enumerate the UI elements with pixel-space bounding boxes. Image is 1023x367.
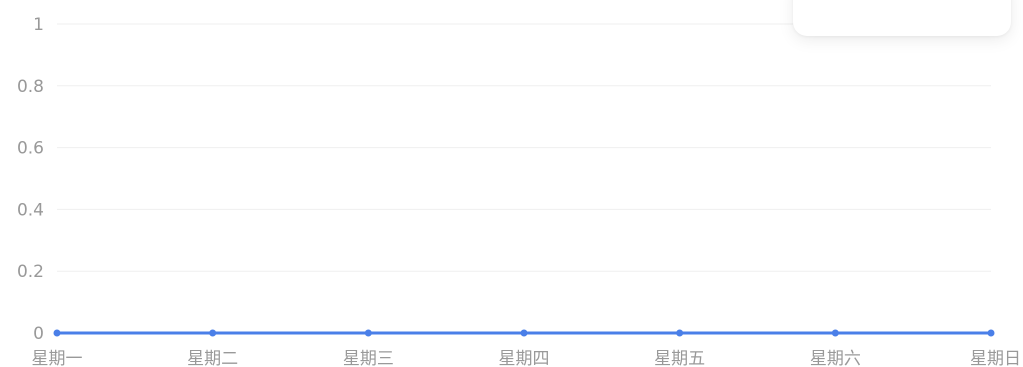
data-point[interactable] [520,329,528,337]
y-tick-label: 0 [33,324,44,344]
data-point[interactable] [209,329,217,337]
y-tick-label: 0.8 [17,77,44,97]
tooltip-card [793,0,1011,36]
y-tick-label: 0.4 [17,200,44,220]
y-tick-label: 0.2 [17,262,44,282]
series-layer [53,329,995,337]
x-tick-label: 星期一 [32,349,83,367]
grid-lines [57,23,991,272]
data-point[interactable] [831,329,839,337]
y-axis-ticks: 0 0.2 0.4 0.6 0.8 1 [17,15,44,344]
y-tick-label: 1 [33,15,44,35]
data-point[interactable] [364,329,372,337]
x-tick-label: 星期五 [654,349,705,367]
data-point[interactable] [53,329,61,337]
x-tick-label: 星期日 [970,349,1021,367]
x-axis-ticks: 星期一 星期二 星期三 星期四 星期五 星期六 星期日 [32,349,1022,367]
x-tick-label: 星期三 [343,349,394,367]
data-point[interactable] [676,329,684,337]
y-tick-label: 0.6 [17,139,44,159]
data-point[interactable] [987,329,995,337]
x-tick-label: 星期六 [810,349,861,367]
x-tick-label: 星期二 [187,349,238,367]
x-tick-label: 星期四 [499,349,550,367]
